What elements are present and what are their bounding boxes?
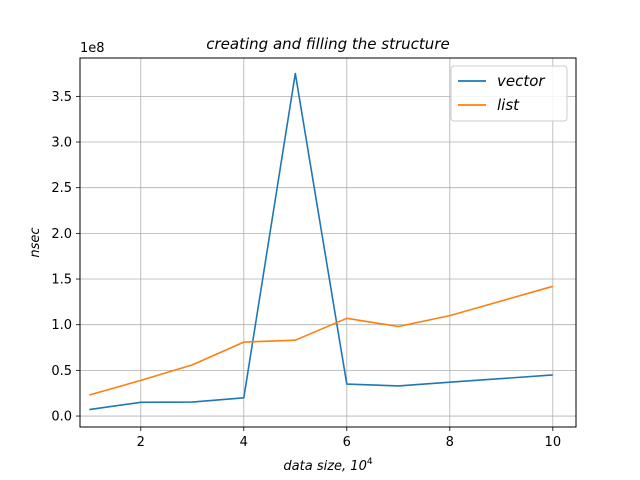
x-axis-label-text: data size, 10 (283, 459, 366, 474)
legend: vector list (451, 66, 567, 121)
y-tick-label: 2.5 (51, 181, 72, 196)
y-tick-label: 0.5 (51, 364, 72, 379)
y-tick-label: 1.0 (51, 318, 72, 333)
x-tick-label: 4 (240, 435, 248, 450)
y-tick-label: 3.5 (51, 90, 72, 105)
x-axis-label-exponent: 4 (367, 457, 373, 467)
x-tick-label: 6 (343, 435, 351, 450)
y-axis-label: nsec (28, 227, 43, 257)
series-lines (89, 74, 553, 410)
y-tick-label: 3.0 (51, 136, 72, 151)
y-tick-label: 1.5 (51, 273, 72, 288)
x-tick-label: 8 (446, 435, 454, 450)
x-axis-label: data size, 104 (283, 457, 372, 474)
x-tick-label: 2 (137, 435, 145, 450)
legend-label-list: list (497, 96, 520, 114)
series-line-vector (89, 74, 553, 410)
series-line-list (89, 286, 553, 395)
legend-label-vector: vector (497, 72, 545, 90)
chart-title: creating and filling the structure (206, 35, 449, 53)
x-tick-label: 10 (545, 435, 562, 450)
y-tick-label: 0.0 (51, 410, 72, 425)
y-tick-label: 2.0 (51, 227, 72, 242)
y-axis-multiplier: 1e8 (80, 41, 105, 56)
